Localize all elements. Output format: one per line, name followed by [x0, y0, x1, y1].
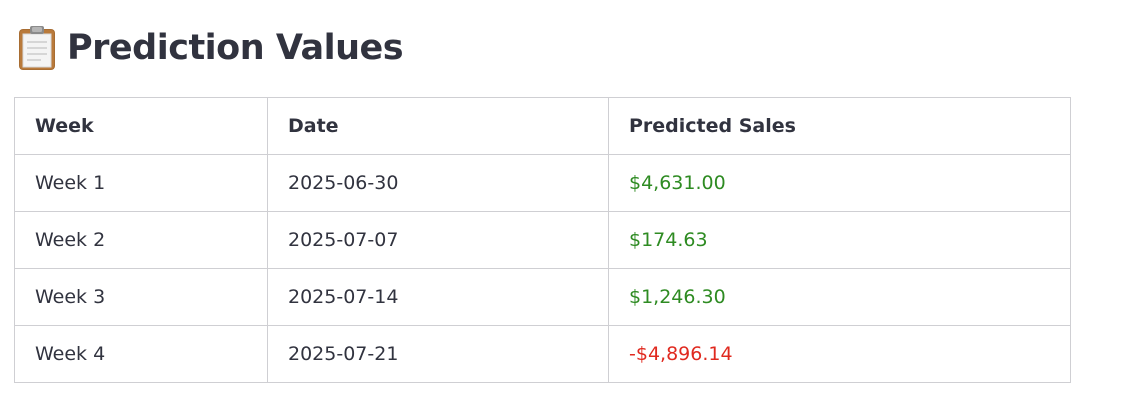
- cell-predicted-sales: $4,631.00: [608, 154, 1071, 212]
- table-row: Week 2 2025-07-07 $174.63: [14, 211, 1071, 269]
- cell-week: Week 2: [14, 211, 268, 269]
- cell-date: 2025-07-07: [267, 211, 609, 269]
- prediction-table: Week Date Predicted Sales Week 1 2025-06…: [14, 97, 1071, 383]
- table-row: Week 1 2025-06-30 $4,631.00: [14, 154, 1071, 212]
- cell-predicted-sales: $174.63: [608, 211, 1071, 269]
- column-header-predicted-sales[interactable]: Predicted Sales: [608, 97, 1071, 155]
- table-header-row: Week Date Predicted Sales: [14, 97, 1071, 155]
- cell-week: Week 4: [14, 325, 268, 383]
- column-header-date[interactable]: Date: [267, 97, 609, 155]
- table-row: Week 3 2025-07-14 $1,246.30: [14, 268, 1071, 326]
- cell-date: 2025-07-14: [267, 268, 609, 326]
- page-header: Prediction Values: [17, 22, 404, 74]
- cell-date: 2025-06-30: [267, 154, 609, 212]
- cell-date: 2025-07-21: [267, 325, 609, 383]
- cell-week: Week 1: [14, 154, 268, 212]
- cell-week: Week 3: [14, 268, 268, 326]
- column-header-week[interactable]: Week: [14, 97, 268, 155]
- clipboard-icon: [19, 26, 55, 70]
- page-title: Prediction Values: [67, 28, 404, 68]
- table-row: Week 4 2025-07-21 -$4,896.14: [14, 325, 1071, 383]
- cell-predicted-sales: $1,246.30: [608, 268, 1071, 326]
- cell-predicted-sales: -$4,896.14: [608, 325, 1071, 383]
